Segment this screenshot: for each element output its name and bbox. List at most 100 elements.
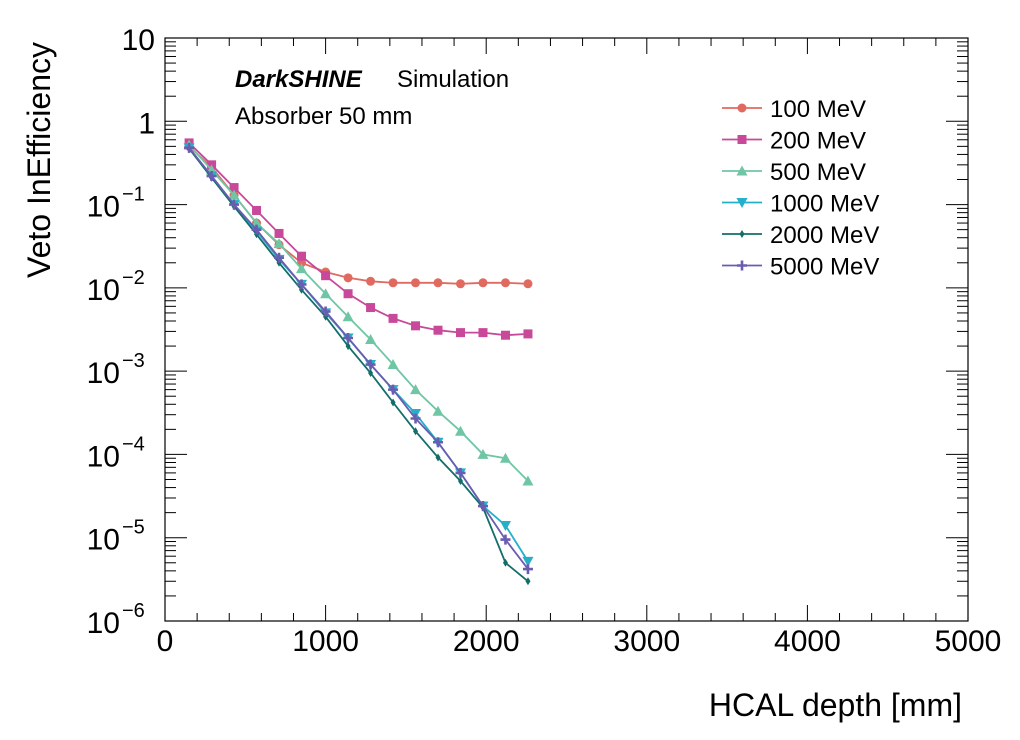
data-point <box>229 183 239 193</box>
data-point <box>274 228 284 238</box>
data-point <box>343 289 353 299</box>
data-point <box>273 238 285 249</box>
legend-item: 1000 MeV <box>722 191 879 218</box>
data-point <box>320 288 332 299</box>
data-point <box>456 279 466 289</box>
data-point <box>456 328 466 338</box>
legend-label: 2000 MeV <box>770 222 879 249</box>
data-point <box>251 224 262 235</box>
legend-item: 2000 MeV <box>722 222 879 249</box>
legend: 100 MeV 200 MeV 500 MeV 1000 MeV 2000 MeV 500… <box>722 96 879 281</box>
y-tick-label: 10 <box>87 191 120 224</box>
data-point <box>477 448 489 459</box>
x-axis-label: HCAL depth [mm] <box>709 687 962 723</box>
data-point <box>388 384 399 395</box>
legend-marker <box>737 260 747 271</box>
x-tick-label: 3000 <box>613 625 680 658</box>
x-tick-label: 4000 <box>774 625 841 658</box>
legend-label: 5000 MeV <box>770 254 879 281</box>
data-point <box>320 306 331 317</box>
data-point <box>343 333 354 343</box>
data-point <box>365 359 376 370</box>
x-tick-label: 5000 <box>935 625 1002 658</box>
data-point <box>410 413 421 424</box>
data-point <box>410 384 422 395</box>
x-tick-label: 1000 <box>292 625 359 658</box>
y-tick-exponent: −2 <box>122 267 145 289</box>
series-line <box>188 144 529 482</box>
legend-item: 5000 MeV <box>722 254 879 281</box>
data-point <box>523 279 533 289</box>
y-tick-label: 10 <box>122 24 155 57</box>
data-point <box>435 453 441 462</box>
y-tick-exponent: −1 <box>122 184 145 206</box>
data-point <box>342 311 354 322</box>
y-tick-label: 10 <box>87 607 120 640</box>
data-point <box>432 405 444 416</box>
data-point <box>184 142 195 153</box>
data-point <box>525 577 531 586</box>
data-point <box>366 303 376 313</box>
y-axis-label: Veto InEfficiency <box>21 42 57 278</box>
series-line <box>188 147 529 570</box>
data-point <box>297 251 307 261</box>
data-point <box>522 564 533 575</box>
series-2000-mev <box>186 144 531 586</box>
data-point <box>522 556 534 567</box>
legend-item: 200 MeV <box>722 128 866 155</box>
legend-marker <box>739 230 745 238</box>
data-point <box>321 271 331 281</box>
data-point <box>478 278 488 288</box>
plot-frame <box>164 37 969 622</box>
brand-label: DarkSHINE <box>235 66 363 93</box>
data-point <box>502 558 508 567</box>
series-5000-mev <box>184 142 533 575</box>
series-500-mev <box>183 139 534 486</box>
y-tick-label: 10 <box>87 357 120 390</box>
data-point <box>229 199 240 210</box>
data-point <box>500 330 510 340</box>
data-point <box>366 276 376 286</box>
y-tick-exponent: −5 <box>122 517 145 539</box>
y-tick-label: 1 <box>138 107 155 140</box>
data-point <box>433 325 443 335</box>
data-point <box>368 368 374 377</box>
data-point <box>433 437 444 448</box>
data-point <box>345 342 351 351</box>
data-point <box>458 476 464 485</box>
x-tick-label: 2000 <box>453 625 520 658</box>
legend-marker <box>736 198 748 208</box>
legend-label: 100 MeV <box>770 96 866 123</box>
data-point <box>522 475 534 486</box>
series-layer <box>183 138 534 586</box>
data-point <box>411 321 421 331</box>
data-point <box>296 263 308 274</box>
data-point <box>387 359 399 370</box>
legend-label: 1000 MeV <box>770 191 879 218</box>
data-point <box>343 273 353 283</box>
legend-label: 200 MeV <box>770 128 866 155</box>
tick-layer <box>164 37 969 622</box>
data-point <box>206 171 217 182</box>
data-point <box>411 278 421 288</box>
series-line <box>188 142 529 337</box>
data-point <box>252 205 262 215</box>
x-tick-label: 0 <box>157 625 174 658</box>
legend-label: 500 MeV <box>770 159 866 186</box>
data-point <box>296 279 307 290</box>
y-tick-label: 10 <box>87 274 120 307</box>
legend-item: 100 MeV <box>722 96 866 123</box>
legend-marker <box>737 103 747 113</box>
series-100-mev <box>184 141 533 289</box>
series-line <box>188 148 529 582</box>
data-point <box>388 278 398 288</box>
data-point <box>478 328 488 338</box>
legend-marker <box>736 165 748 176</box>
legend-marker <box>737 135 747 144</box>
data-point <box>455 425 467 436</box>
y-tick-exponent: −3 <box>122 350 145 372</box>
y-tick-exponent: −4 <box>122 433 145 455</box>
data-point <box>365 333 377 344</box>
